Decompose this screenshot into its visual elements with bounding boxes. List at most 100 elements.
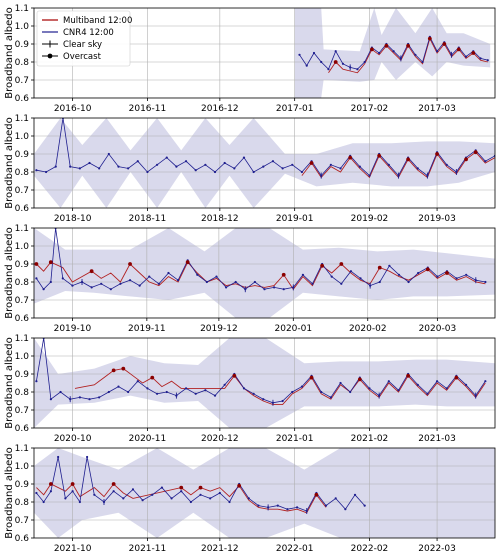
cnr4-point bbox=[199, 493, 202, 496]
cnr4-point bbox=[64, 497, 67, 500]
x-tick-label: 2021-01 bbox=[276, 434, 314, 444]
cnr4-point bbox=[359, 277, 362, 280]
overcast-point bbox=[425, 267, 430, 272]
cnr4-point bbox=[339, 381, 342, 385]
overcast-point bbox=[339, 262, 344, 266]
cnr4-point bbox=[295, 506, 299, 509]
overcast-point bbox=[34, 262, 39, 266]
cnr4-point bbox=[69, 165, 72, 168]
plot-area bbox=[34, 338, 495, 428]
plot-area bbox=[34, 448, 495, 538]
cnr4-point bbox=[281, 399, 284, 403]
y-tick-label: 0.7 bbox=[15, 516, 29, 526]
cnr4-point bbox=[35, 380, 38, 383]
cnr4-point bbox=[341, 62, 345, 65]
cnr4-point bbox=[301, 273, 305, 276]
cnr4-point bbox=[233, 167, 236, 170]
cnr4-point bbox=[184, 160, 188, 163]
cnr4-point bbox=[117, 385, 120, 388]
cnr4-point bbox=[90, 286, 93, 289]
cnr4-point bbox=[242, 387, 246, 390]
cnr4-point bbox=[98, 396, 101, 399]
x-tick-label: 2020-02 bbox=[349, 324, 387, 334]
overcast-point bbox=[48, 260, 53, 265]
cnr4-point bbox=[358, 165, 361, 168]
cnr4-point bbox=[407, 280, 410, 284]
cnr4-point bbox=[252, 392, 255, 395]
cnr4-point bbox=[78, 500, 81, 504]
panel-2: 0.6 0.7 0.8 0.9 1.0 1.1 2018-10 2018-11 2018-12 2… bbox=[4, 114, 496, 224]
y-tick-label: 0.7 bbox=[15, 406, 29, 416]
x-tick-label: 2019-11 bbox=[128, 324, 166, 334]
y-tick-label: 0.6 bbox=[15, 424, 30, 434]
y-axis-label: Broadband albedo bbox=[4, 7, 15, 99]
overcast-point bbox=[456, 47, 461, 52]
overcast-point bbox=[435, 152, 439, 156]
x-tick-label: 2022-01 bbox=[276, 544, 314, 554]
legend-label: CNR4 12:00 bbox=[63, 28, 114, 38]
cnr4-point bbox=[436, 275, 439, 278]
y-tick-label: 1.0 bbox=[15, 242, 30, 252]
cnr4-point bbox=[356, 68, 359, 71]
cnr4-point bbox=[349, 390, 352, 394]
overcast-point bbox=[464, 157, 468, 162]
legend-label: Multiband 12:00 bbox=[63, 16, 132, 26]
cnr4-point bbox=[35, 169, 38, 172]
cnr4-point bbox=[339, 167, 342, 170]
cnr4-point bbox=[213, 170, 217, 174]
cnr4-point bbox=[138, 284, 141, 287]
overcast-point bbox=[320, 263, 325, 268]
axes-frame bbox=[33, 447, 496, 539]
cnr4-point bbox=[464, 55, 468, 58]
overcast-point bbox=[281, 272, 286, 277]
cnr4-point bbox=[276, 504, 279, 507]
cnr4-point bbox=[330, 275, 333, 278]
x-tick-label: 2021-10 bbox=[54, 544, 92, 554]
panel-1: 0.6 0.7 0.8 0.9 1.0 1.1 2016-10 2016-11 2016-12 2… bbox=[4, 4, 496, 114]
cnr4-point bbox=[49, 280, 52, 284]
cnr4-point bbox=[334, 50, 337, 53]
y-tick-label: 0.7 bbox=[15, 296, 29, 306]
cnr4-point bbox=[223, 161, 226, 165]
uncertainty-band bbox=[34, 118, 495, 208]
x-tick-label: 2022-02 bbox=[351, 544, 389, 554]
legend-label: Clear sky bbox=[63, 40, 102, 50]
cnr4-point bbox=[119, 282, 122, 285]
cnr4-point bbox=[109, 288, 112, 291]
cnr4-point bbox=[228, 500, 231, 504]
cnr4-point bbox=[305, 64, 308, 67]
cnr4-point bbox=[397, 389, 400, 392]
cnr4-point bbox=[242, 156, 246, 159]
x-tick-label: 2018-12 bbox=[201, 214, 239, 224]
cnr4-point bbox=[167, 271, 170, 275]
cnr4-point bbox=[262, 165, 265, 168]
overcast-point bbox=[427, 36, 432, 41]
y-tick-label: 0.9 bbox=[15, 370, 30, 380]
legend-box bbox=[36, 10, 131, 67]
cnr4-point bbox=[262, 398, 265, 401]
cnr4-point bbox=[180, 490, 183, 493]
cnr4-point bbox=[312, 51, 316, 55]
cnr4-point bbox=[329, 163, 332, 166]
cnr4-point bbox=[148, 275, 151, 278]
cnr4-point bbox=[363, 504, 366, 507]
y-tick-label: 0.8 bbox=[15, 168, 30, 178]
cnr4-point bbox=[263, 288, 266, 291]
overcast-point bbox=[185, 260, 190, 265]
cnr4-point bbox=[98, 167, 101, 170]
x-tick-label: 2016-12 bbox=[201, 104, 239, 114]
overcast-point bbox=[377, 265, 382, 270]
overcast-point bbox=[384, 43, 389, 48]
plot-area bbox=[34, 118, 495, 208]
overcast-point bbox=[198, 485, 203, 490]
x-tick-label: 2021-03 bbox=[418, 434, 456, 444]
cnr4-point bbox=[465, 273, 468, 276]
overcast-point bbox=[406, 43, 411, 48]
overcast-point bbox=[309, 375, 314, 380]
cnr4-point bbox=[49, 490, 52, 493]
cnr4-point bbox=[329, 396, 332, 399]
y-tick-label: 1.0 bbox=[15, 352, 30, 362]
y-tick-label: 0.9 bbox=[15, 260, 30, 270]
cnr4-point bbox=[155, 392, 159, 395]
cnr4-point bbox=[196, 273, 199, 276]
